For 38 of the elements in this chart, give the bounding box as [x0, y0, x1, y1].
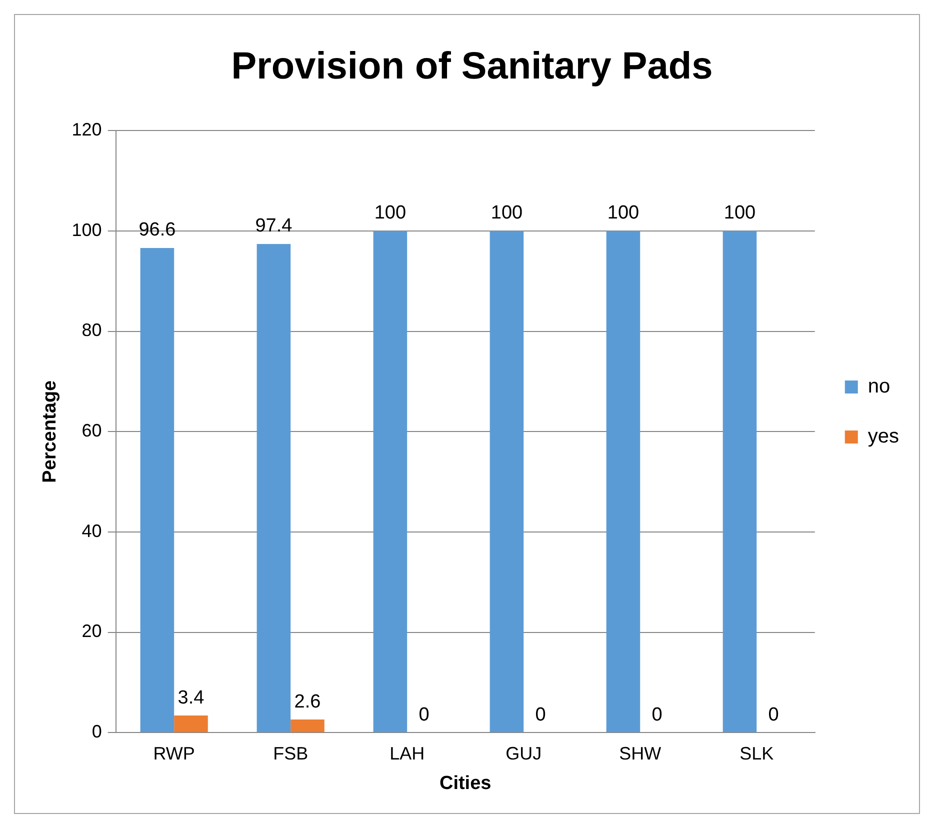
x-tick-label: LAH — [390, 743, 425, 764]
data-label: 0 — [535, 704, 546, 726]
data-label: 0 — [418, 704, 430, 726]
data-label: 0 — [768, 704, 779, 726]
bar — [290, 720, 324, 732]
data-label: 2.6 — [294, 691, 321, 712]
bar — [490, 230, 524, 732]
data-label: 100 — [724, 202, 756, 224]
x-tick-label: RWP — [153, 743, 195, 764]
data-label: 0 — [652, 704, 662, 726]
y-tick-label: 80 — [82, 320, 102, 340]
y-axis-title: Percentage — [40, 380, 61, 483]
x-tick-label: FSB — [273, 743, 308, 764]
legend-label: no — [868, 376, 890, 398]
legend-label: yes — [868, 426, 899, 448]
x-axis-title: Cities — [439, 772, 492, 794]
y-tick-label: 100 — [72, 220, 102, 240]
x-tick-label: SLK — [740, 743, 774, 764]
bar — [373, 230, 408, 732]
x-tick-label: SHW — [619, 743, 662, 764]
y-tick-label: 60 — [82, 420, 102, 441]
chart-title: Provision of Sanitary Pads — [231, 45, 713, 88]
data-label: 100 — [374, 202, 406, 224]
data-label: 100 — [607, 202, 640, 224]
bar — [256, 244, 291, 732]
y-tick-label: 40 — [82, 520, 102, 541]
y-tick-label: 20 — [82, 621, 102, 642]
data-label: 100 — [490, 202, 523, 224]
y-tick-label: 0 — [92, 722, 102, 742]
data-label: 3.4 — [178, 687, 205, 708]
data-label: 97.4 — [255, 216, 293, 237]
bar — [174, 716, 208, 732]
bar — [606, 230, 640, 732]
bar — [140, 248, 174, 732]
x-tick-label: GUJ — [506, 743, 542, 764]
bar — [722, 230, 757, 732]
y-tick-label: 120 — [72, 120, 102, 140]
data-label: 96.6 — [138, 220, 176, 241]
